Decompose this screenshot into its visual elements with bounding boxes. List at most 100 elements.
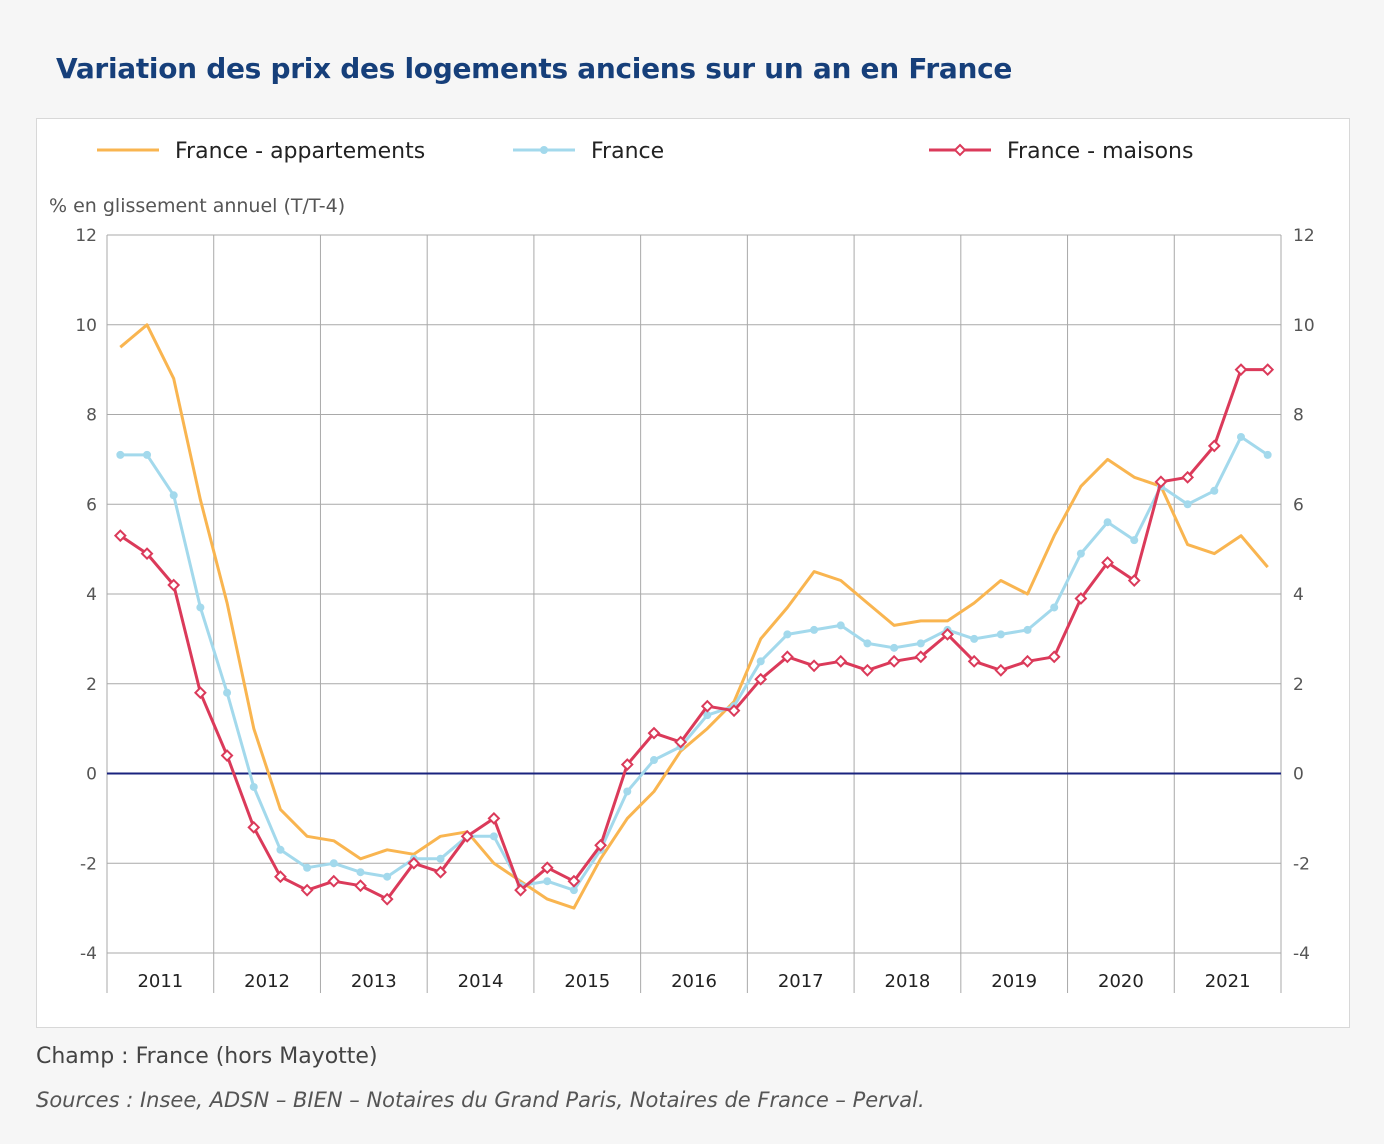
x-tick-label: 2018 [885, 971, 931, 992]
data-point-france [1210, 486, 1219, 495]
data-point-maisons [754, 672, 768, 686]
data-point-maisons [941, 627, 954, 641]
data-point-maisons [620, 758, 634, 771]
data-point-maisons [1154, 475, 1168, 489]
data-point-france [116, 450, 125, 459]
data-point-maisons [274, 870, 287, 884]
data-point-france [436, 854, 445, 863]
data-point-maisons [834, 654, 848, 668]
y-tick-label-left: 2 [86, 675, 97, 695]
data-point-france [649, 756, 658, 765]
data-point-france [783, 630, 792, 639]
data-point-france [383, 872, 392, 881]
data-point-france [756, 657, 765, 666]
x-tick-label: 2013 [351, 971, 397, 992]
data-point-maisons [727, 704, 741, 718]
data-point-maisons [327, 874, 341, 888]
data-point-maisons [674, 735, 688, 749]
y-axis-label: % en glissement annuel (T/T-4) [49, 195, 345, 217]
data-point-france [169, 491, 178, 500]
data-point-maisons [647, 726, 661, 740]
data-point-france [329, 859, 338, 868]
y-tick-label-right: 4 [1293, 585, 1304, 605]
data-point-france [623, 787, 632, 796]
y-tick-label-left: 10 [75, 316, 97, 336]
x-tick-label: 2016 [671, 971, 717, 992]
line-chart: 12 12 10 10 8 8 6 6 4 4 2 2 0 0 -2 -2 -4 -4 2011 2012 2013 20… [49, 139, 1315, 993]
y-tick-label-right: 0 [1293, 765, 1304, 785]
data-point-maisons [113, 529, 127, 543]
data-point-france [543, 877, 552, 886]
y-tick-label-right: 2 [1293, 675, 1304, 695]
data-point-maisons [1261, 363, 1275, 377]
data-point-france [1236, 432, 1245, 441]
chart-panel: 12 12 10 10 8 8 6 6 4 4 2 2 0 0 -2 -2 -4 -4 2011 2012 2013 20… [36, 118, 1350, 1028]
data-point-maisons [247, 820, 261, 834]
data-point-maisons [1127, 574, 1141, 587]
x-tick-label: 2015 [564, 971, 610, 992]
data-point-france [1103, 518, 1112, 527]
data-point-maisons [514, 883, 527, 897]
x-tick-label: 2020 [1098, 971, 1144, 992]
legend-marker-maisons [953, 143, 967, 157]
data-point-maisons [487, 811, 501, 825]
data-point-france [890, 643, 899, 652]
data-point-maisons [1101, 556, 1114, 570]
data-point-france [863, 639, 872, 648]
data-point-france [836, 621, 845, 630]
data-point-france [489, 832, 498, 841]
data-point-france [303, 863, 312, 872]
data-point-maisons [1074, 592, 1088, 605]
y-tick-label-right: -2 [1293, 854, 1310, 874]
y-tick-label-right: 6 [1293, 495, 1304, 515]
data-point-france [810, 625, 819, 634]
data-point-france [1050, 603, 1059, 612]
y-tick-label-right: 8 [1293, 406, 1304, 426]
legend-marker-france [540, 146, 548, 154]
data-point-maisons [1021, 654, 1034, 668]
data-point-maisons [967, 654, 981, 668]
y-tick-label-right: -4 [1293, 944, 1310, 964]
y-tick-label-right: 10 [1293, 316, 1315, 336]
y-tick-label-left: 6 [86, 495, 97, 515]
y-tick-label-left: 0 [86, 765, 97, 785]
data-point-france [196, 603, 205, 612]
data-point-maisons [300, 883, 314, 897]
data-point-france [996, 630, 1005, 639]
data-point-maisons [1234, 363, 1248, 377]
data-point-france [1263, 450, 1272, 459]
legend-label-france: France [591, 139, 664, 164]
caption-champ: Champ : France (hors Mayotte) [36, 1044, 378, 1069]
y-tick-label-right: 12 [1293, 226, 1315, 246]
data-point-france [1130, 536, 1139, 545]
data-point-maisons [1207, 439, 1221, 453]
data-point-maisons [354, 879, 367, 893]
series-line-appartements [119, 323, 1269, 910]
data-point-maisons [220, 749, 234, 762]
data-point-maisons [380, 892, 394, 906]
x-tick-label: 2011 [137, 971, 183, 992]
data-point-maisons [167, 578, 181, 592]
chart-title: Variation des prix des logements anciens… [56, 52, 1013, 85]
y-tick-label-left: -2 [80, 854, 97, 874]
data-point-france [1076, 549, 1085, 558]
data-point-maisons [887, 654, 901, 668]
x-tick-label: 2017 [778, 971, 824, 992]
data-point-maisons [914, 650, 928, 664]
legend-label-maisons: France - maisons [1007, 139, 1193, 164]
data-point-maisons [861, 663, 874, 677]
data-point-france [276, 845, 285, 854]
data-point-maisons [1181, 470, 1195, 484]
data-point-maisons [193, 686, 207, 700]
x-tick-label: 2014 [458, 971, 504, 992]
data-point-maisons [780, 650, 794, 664]
data-point-maisons [567, 874, 581, 888]
data-point-maisons [994, 663, 1008, 677]
data-point-maisons [434, 865, 447, 879]
data-point-france [356, 868, 365, 877]
x-tick-label: 2021 [1205, 971, 1251, 992]
y-tick-label-left: -4 [80, 944, 97, 964]
y-tick-label-left: 4 [86, 585, 97, 605]
data-point-france [1023, 625, 1032, 634]
data-point-france [223, 688, 232, 697]
